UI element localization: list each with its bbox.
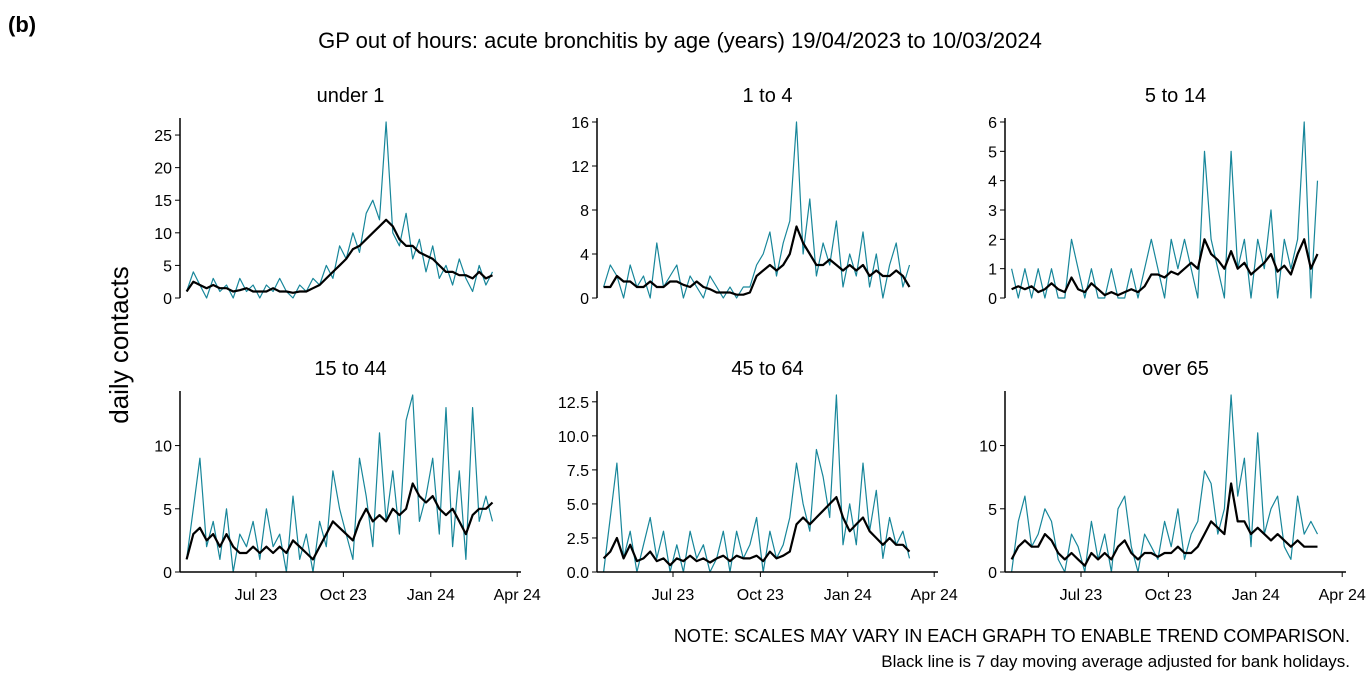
panel-title: 5 to 14 <box>1145 85 1206 107</box>
panel-title: over 65 <box>1142 358 1209 380</box>
x-tick-label: Oct 23 <box>737 587 784 604</box>
y-tick-label: 7.5 <box>567 463 589 480</box>
series-line <box>185 218 493 294</box>
y-tick-label: 10 <box>979 439 997 456</box>
y-tick-label: 25 <box>154 128 172 145</box>
y-tick-label: 6 <box>988 115 997 132</box>
y-tick-label: 16 <box>571 115 589 132</box>
panel-label: (b) <box>8 12 36 37</box>
series-line <box>185 482 494 561</box>
x-tick-label: Jan 24 <box>1232 587 1280 604</box>
series-line <box>602 496 911 567</box>
note: Black line is 7 day moving average adjus… <box>881 652 1350 671</box>
y-tick-label: 0 <box>988 565 997 582</box>
y-tick-label: 0 <box>580 291 589 308</box>
y-tick-label: 12.5 <box>558 395 589 412</box>
panel-title: 45 to 64 <box>731 358 803 380</box>
y-tick-label: 1 <box>988 262 997 279</box>
y-tick-label: 5 <box>988 502 997 519</box>
x-tick-label: Apr 24 <box>1319 587 1366 604</box>
y-axis-label: daily contacts <box>104 266 134 424</box>
y-tick-label: 2.5 <box>567 531 589 548</box>
y-tick-label: 0.0 <box>567 565 589 582</box>
panel-title: 1 to 4 <box>742 85 792 107</box>
x-tick-label: Jul 23 <box>652 587 695 604</box>
y-tick-label: 8 <box>580 203 589 220</box>
y-tick-label: 10 <box>154 226 172 243</box>
x-tick-label: Jul 23 <box>1060 587 1103 604</box>
series-line <box>1011 394 1319 573</box>
note: NOTE: SCALES MAY VARY IN EACH GRAPH TO E… <box>674 626 1350 646</box>
panel-title: under 1 <box>317 85 385 107</box>
series-line <box>603 225 911 296</box>
chart-title: GP out of hours: acute bronchitis by age… <box>318 28 1042 53</box>
y-tick-label: 5 <box>988 144 997 161</box>
y-tick-label: 0 <box>163 565 172 582</box>
y-tick-label: 5.0 <box>567 497 589 514</box>
y-tick-label: 4 <box>580 247 589 264</box>
y-tick-label: 0 <box>988 291 997 308</box>
x-tick-label: Oct 23 <box>1145 587 1192 604</box>
y-tick-label: 0 <box>163 291 172 308</box>
series-line <box>1010 482 1318 567</box>
x-tick-label: Apr 24 <box>494 587 541 604</box>
series-line <box>1011 121 1319 299</box>
panel-title: 15 to 44 <box>314 358 386 380</box>
x-tick-label: Apr 24 <box>911 587 958 604</box>
series-line <box>186 394 494 573</box>
x-tick-label: Oct 23 <box>320 587 367 604</box>
y-tick-label: 2 <box>988 232 997 249</box>
x-tick-label: Jan 24 <box>407 587 455 604</box>
x-tick-label: Jan 24 <box>824 587 872 604</box>
series-line <box>186 121 494 299</box>
series-line <box>603 121 911 299</box>
y-tick-label: 5 <box>163 502 172 519</box>
y-tick-label: 15 <box>154 193 172 210</box>
y-tick-label: 5 <box>163 258 172 275</box>
y-tick-label: 4 <box>988 174 997 191</box>
x-tick-label: Jul 23 <box>235 587 278 604</box>
y-tick-label: 12 <box>571 159 589 176</box>
series-line <box>1011 238 1319 297</box>
series-line <box>603 394 911 573</box>
y-tick-label: 10.0 <box>558 429 589 446</box>
y-tick-label: 10 <box>154 439 172 456</box>
y-tick-label: 20 <box>154 161 172 178</box>
y-tick-label: 3 <box>988 203 997 220</box>
